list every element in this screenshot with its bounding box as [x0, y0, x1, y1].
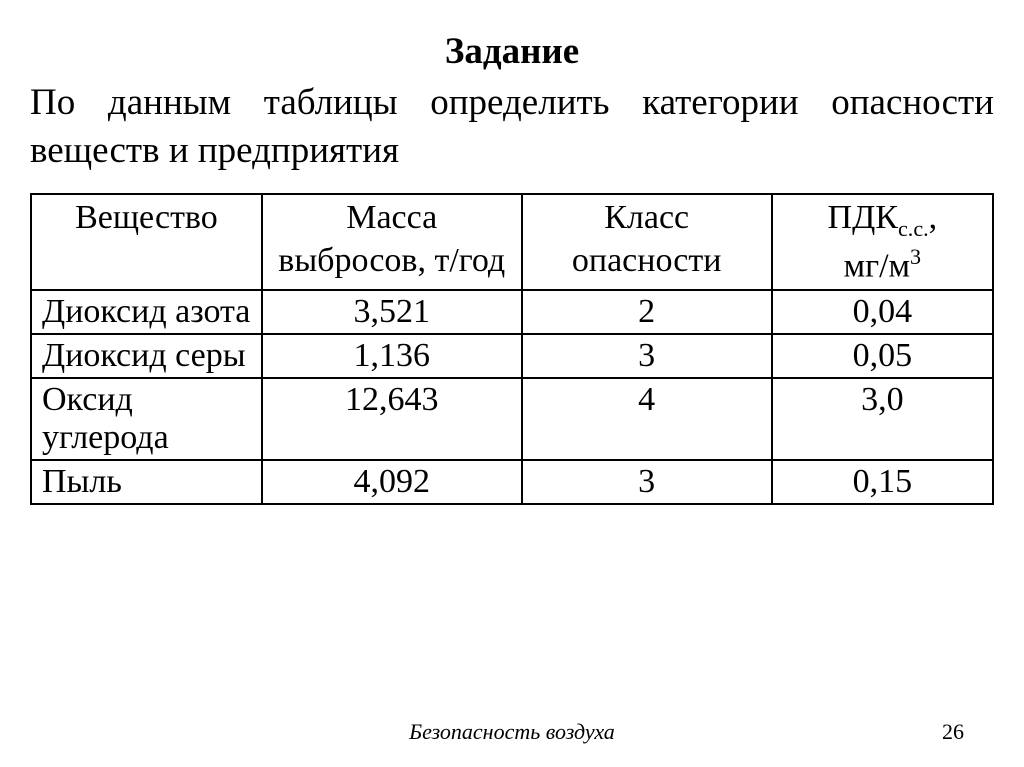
table-cell: 4	[522, 378, 772, 460]
table-cell: 1,136	[262, 334, 522, 378]
table-header-row: Вещество Масса выбросов, т/год Класс опа…	[31, 194, 993, 290]
table-cell: 3	[522, 460, 772, 504]
table-row: Диоксид серы1,13630,05	[31, 334, 993, 378]
col-pdk: ПДКс.с., мг/м3	[772, 194, 993, 290]
table-cell: 2	[522, 290, 772, 334]
pdk-base: ПДК	[828, 199, 898, 236]
col-substance: Вещество	[31, 194, 262, 290]
col-mass: Масса выбросов, т/год	[262, 194, 522, 290]
table-cell: Диоксид азота	[31, 290, 262, 334]
table-cell: 3,521	[262, 290, 522, 334]
table-cell: 4,092	[262, 460, 522, 504]
table-cell: 12,643	[262, 378, 522, 460]
table-cell: Пыль	[31, 460, 262, 504]
col-class: Класс опасности	[522, 194, 772, 290]
table-row: Оксид углерода12,64343,0	[31, 378, 993, 460]
pdk-unit-sup: 3	[910, 244, 921, 269]
table-cell: 3	[522, 334, 772, 378]
pdk-unit: мг/м	[844, 247, 910, 284]
table-row: Диоксид азота3,52120,04	[31, 290, 993, 334]
footer-caption: Безопасность воздуха	[0, 719, 1024, 745]
table-cell: Оксид углерода	[31, 378, 262, 460]
hazard-table: Вещество Масса выбросов, т/год Класс опа…	[30, 193, 994, 505]
table-cell: 3,0	[772, 378, 993, 460]
table-cell: 0,15	[772, 460, 993, 504]
task-title: Задание	[30, 30, 994, 73]
pdk-comma: ,	[929, 199, 938, 236]
page-number: 26	[942, 719, 964, 745]
table-cell: 0,05	[772, 334, 993, 378]
table-cell: 0,04	[772, 290, 993, 334]
table-cell: Диоксид серы	[31, 334, 262, 378]
pdk-sub: с.с.	[898, 216, 929, 241]
task-intro: По данным таблицы определить категории о…	[30, 79, 994, 175]
table-row: Пыль4,09230,15	[31, 460, 993, 504]
